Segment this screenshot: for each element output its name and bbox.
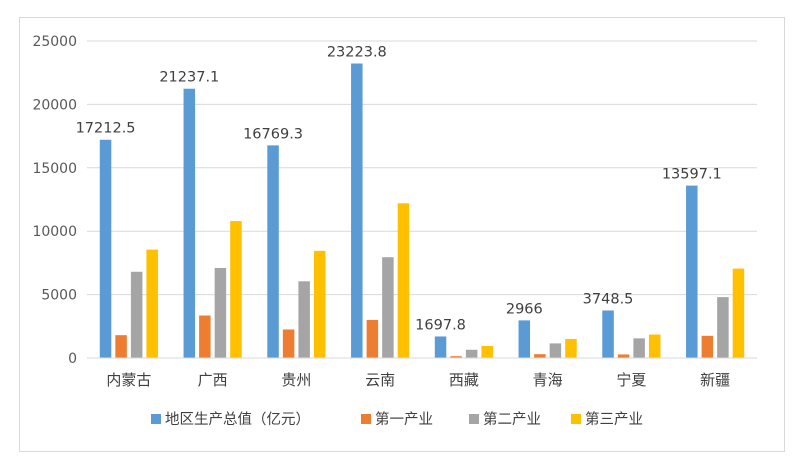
bar-4-7 — [648, 334, 661, 358]
x-tick-label: 贵州 — [281, 371, 311, 389]
bar-3-1 — [130, 271, 143, 358]
x-tick-label: 内蒙古 — [106, 371, 151, 389]
bars — [99, 63, 745, 359]
x-axis: 内蒙古 广西 贵州 云南 西藏 青海 宁夏 新疆 — [106, 371, 730, 389]
x-tick-label: 新疆 — [700, 371, 730, 389]
bar-3-8 — [717, 297, 729, 358]
data-labels: 17212.5 21237.1 16769.3 23223.8 1697.8 2966 37… — [76, 45, 722, 334]
bar-1-4 — [351, 63, 363, 358]
y-axis: 0 5000 10000 15000 20000 25000 — [32, 34, 77, 367]
bar-1-3 — [267, 145, 279, 358]
gridlines — [87, 40, 757, 296]
bar-1-7 — [602, 310, 614, 358]
bar-1-8 — [686, 185, 698, 358]
bar-2-6 — [534, 354, 546, 358]
data-label: 21237.1 — [159, 70, 219, 86]
y-tick-label: 20000 — [32, 97, 77, 113]
x-tick-label: 宁夏 — [616, 371, 646, 389]
y-tick-label: 10000 — [32, 224, 77, 240]
legend-label-4: 第三产业 — [585, 410, 643, 428]
data-label: 13597.1 — [662, 167, 722, 183]
y-tick-label: 5000 — [41, 288, 77, 304]
bar-1-2 — [183, 88, 196, 359]
bar-3-2 — [214, 267, 227, 358]
bar-4-2 — [230, 221, 242, 358]
bar-2-4 — [366, 319, 379, 358]
y-tick-label: 15000 — [32, 161, 77, 177]
bar-4-5 — [481, 345, 493, 358]
legend-swatch-1 — [151, 414, 161, 424]
y-tick-label: 0 — [68, 351, 77, 367]
bar-2-7 — [617, 354, 630, 358]
legend-swatch-4 — [571, 414, 581, 424]
legend-swatch-3 — [469, 414, 479, 424]
data-label: 1697.8 — [415, 317, 466, 333]
bar-4-1 — [146, 249, 158, 358]
x-tick-label: 云南 — [365, 371, 395, 389]
bar-4-4 — [397, 203, 410, 358]
bar-2-2 — [199, 315, 211, 358]
bar-2-5 — [450, 356, 462, 358]
bar-3-5 — [465, 349, 478, 358]
data-label: 17212.5 — [76, 121, 136, 137]
x-tick-label: 青海 — [533, 371, 563, 389]
bar-3-3 — [298, 281, 310, 358]
bar-2-8 — [701, 335, 714, 358]
bar-4-6 — [565, 338, 577, 358]
legend: 地区生产总值（亿元） 第一产业 第二产业 第三产业 — [151, 410, 643, 428]
bar-3-7 — [633, 338, 645, 358]
legend-swatch-2 — [361, 414, 371, 424]
legend-label-3: 第二产业 — [483, 410, 541, 428]
data-label: 3748.5 — [583, 291, 634, 307]
bar-1-6 — [518, 320, 531, 358]
bar-2-3 — [282, 329, 295, 358]
bar-1-1 — [99, 139, 112, 358]
data-label: 2966 — [506, 301, 543, 317]
legend-label-2: 第一产业 — [375, 410, 433, 428]
bar-4-8 — [732, 268, 745, 358]
bar-3-6 — [549, 343, 562, 358]
bar-4-3 — [313, 250, 326, 358]
legend-label-1: 地区生产总值（亿元） — [165, 411, 310, 428]
x-tick-label: 广西 — [198, 371, 228, 389]
bar-3-4 — [382, 257, 394, 358]
bar-1-5 — [434, 336, 447, 358]
data-label: 16769.3 — [243, 126, 303, 142]
y-tick-label: 25000 — [32, 34, 77, 50]
x-tick-label: 西藏 — [449, 371, 479, 389]
bar-2-1 — [115, 335, 127, 358]
data-label: 23223.8 — [327, 45, 387, 61]
